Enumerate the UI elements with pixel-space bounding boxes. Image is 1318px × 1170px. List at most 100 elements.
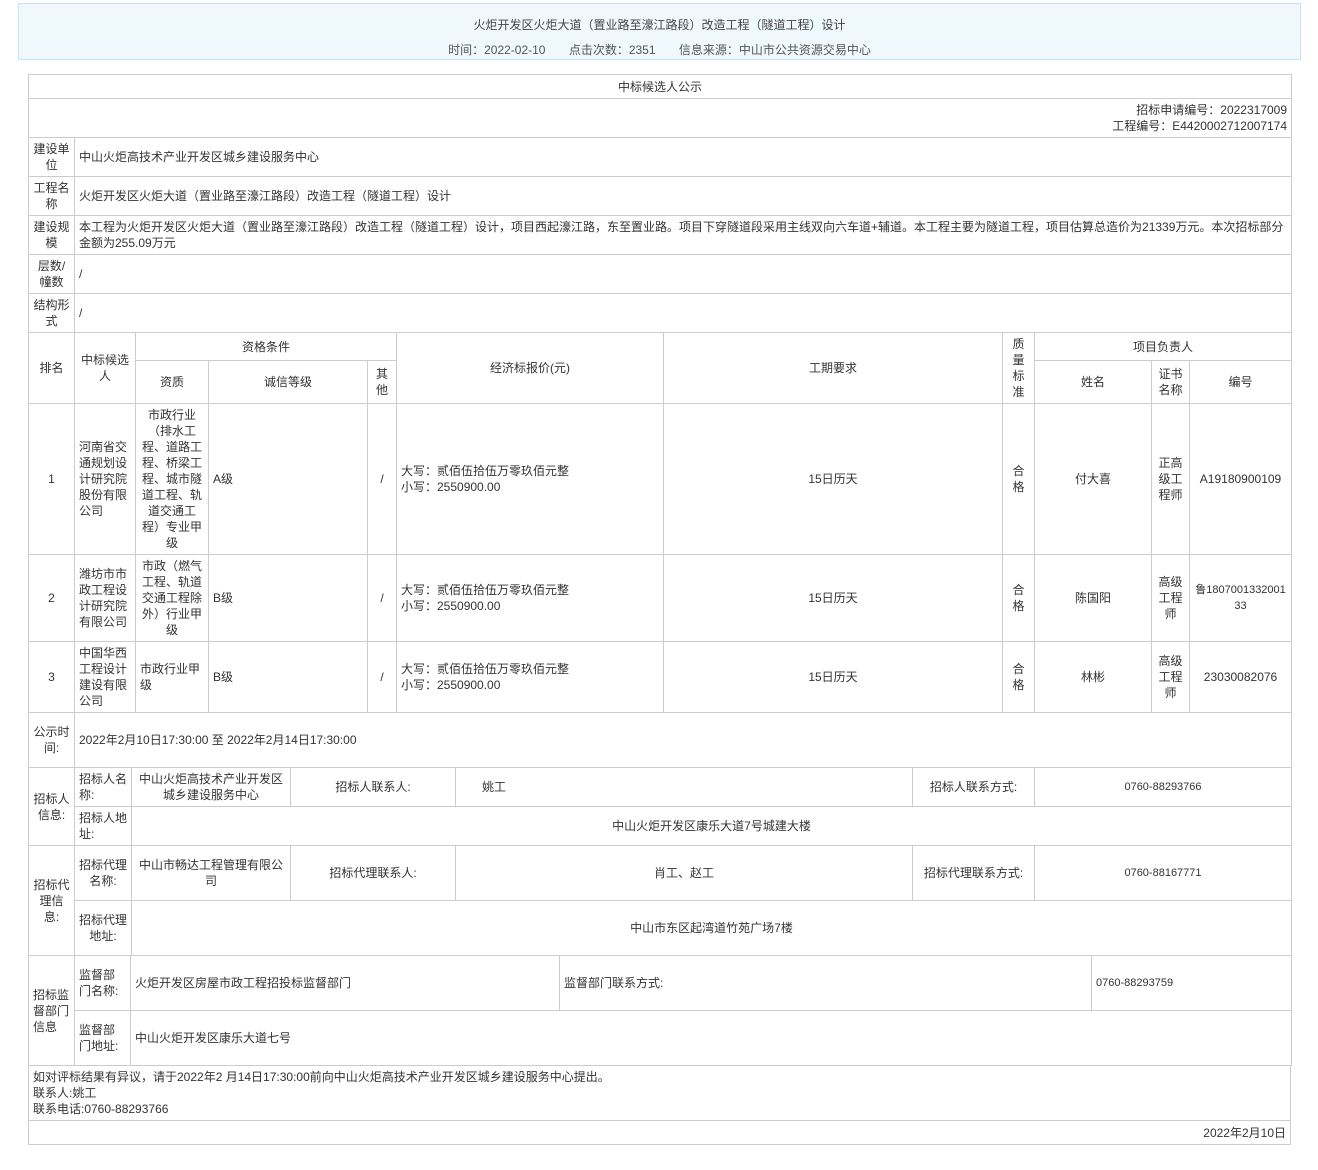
qualification: 市政（燃气工程、轨道交通工程除外）行业甲级 (135, 554, 209, 642)
tenderer-name-label: 招标人名称: (74, 767, 132, 807)
manager-name: 林彬 (1034, 641, 1152, 713)
info-label: 建设单位 (28, 137, 75, 177)
header-name: 姓名 (1034, 360, 1152, 404)
info-label: 结构形式 (28, 293, 75, 333)
agent-phone-label: 招标代理联系方式: (912, 845, 1035, 901)
header-cert-no: 编号 (1188, 360, 1293, 404)
objection-contact: 联系人:姚工 (33, 1086, 97, 1100)
rank: 2 (28, 554, 75, 642)
header-credit: 诚信等级 (208, 360, 368, 404)
other: / (367, 554, 397, 642)
tenderer-address: 中山火炬开发区康乐大道7号城建大楼 (131, 806, 1292, 846)
quality: 合格 (1002, 554, 1035, 642)
info-value: 本工程为火炬开发区火炬大道（置业路至濠江路段）改造工程（隧道工程）设计，项目西起… (73, 215, 1293, 255)
period: 15日历天 (663, 403, 1003, 555)
price-big: 大写：贰佰伍拾伍万零玖佰元整 (401, 464, 570, 478)
header-candidate: 中标候选人 (74, 332, 136, 404)
agent-contact: 肖工、赵工 (455, 845, 913, 901)
header-price: 经济标报价(元) (396, 332, 664, 404)
info-label: 层数/幢数 (28, 254, 75, 294)
table-row: 1 河南省交通规划设计研究院股份有限公司 市政行业（排水工程、道路工程、桥梁工程… (28, 403, 1293, 555)
supervisor-name-label: 监督部门名称: (74, 955, 131, 1011)
article-meta: 时间：2022-02-10 点击次数：2351 信息来源：中山市公共资源交易中心 (19, 41, 1300, 58)
price-small: 小写：2550900.00 (401, 678, 501, 692)
cert-number: 鲁180700133200133 (1188, 554, 1293, 642)
price: 大写：贰佰伍拾伍万零玖佰元整 小写：2550900.00 (396, 403, 664, 555)
period: 15日历天 (663, 641, 1003, 713)
tenderer-label: 招标人信息: (28, 767, 75, 846)
objection-text: 如对评标结果有异议，请于2022年2 月14日17:30:00前向中山火炬高技术… (33, 1070, 610, 1084)
tenderer-phone: 0760-88293766 (1034, 767, 1292, 807)
agent-name-label: 招标代理名称: (74, 845, 132, 901)
qualification: 市政行业甲级 (135, 641, 209, 713)
price: 大写：贰佰伍拾伍万零玖佰元整 小写：2550900.00 (396, 641, 664, 713)
cert-name: 高级工程师 (1151, 641, 1190, 713)
table-row: 3 中国华西工程设计建设有限公司 市政行业甲级 B级 / 大写：贰佰伍拾伍万零玖… (28, 641, 1293, 713)
cert-name: 正高级工程师 (1151, 403, 1190, 555)
credit-level: B级 (208, 554, 368, 642)
header-rank: 排名 (28, 332, 75, 404)
cert-number: A19180900109 (1188, 403, 1293, 555)
apply-number: 招标申请编号：2022317009 (1136, 103, 1288, 117)
candidate: 河南省交通规划设计研究院股份有限公司 (74, 403, 136, 555)
other: / (367, 641, 397, 713)
notice-heading: 中标候选人公示 (27, 74, 1293, 99)
price-small: 小写：2550900.00 (401, 599, 501, 613)
cert-name: 高级工程师 (1151, 554, 1190, 642)
supervisor-name: 火炬开发区房屋市政工程招投标监督部门 (130, 955, 560, 1011)
info-value: / (73, 293, 1293, 333)
credit-level: B级 (208, 641, 368, 713)
agent-address: 中山市东区起湾道竹苑广场7楼 (131, 900, 1292, 956)
tenderer-contact-label: 招标人联系人: (290, 767, 456, 807)
price-big: 大写：贰佰伍拾伍万零玖佰元整 (401, 662, 570, 676)
article-header: 火炬开发区火炬大道（置业路至濠江路段）改造工程（隧道工程）设计 时间：2022-… (18, 3, 1301, 60)
manager-name: 陈国阳 (1034, 554, 1152, 642)
project-number: 工程编号：E4420002712007174 (1112, 119, 1288, 133)
notice-date: 2022年2月10日 (28, 1120, 1291, 1145)
rank: 3 (28, 641, 75, 713)
header-other: 其他 (367, 360, 397, 404)
notice-table: 中标候选人公示 招标申请编号：2022317009 工程编号：E442000271… (0, 74, 1293, 1145)
supervisor-phone-label: 监督部门联系方式: (559, 955, 1092, 1011)
agent-name: 中山市畅达工程管理有限公司 (131, 845, 291, 901)
supervisor-phone: 0760-88293759 (1091, 955, 1292, 1011)
publish-time: 时间：2022-02-10 (448, 43, 546, 57)
manager-name: 付大喜 (1034, 403, 1152, 555)
publicity-value: 2022年2月10日17:30:00 至 2022年2月14日17:30:00 (73, 712, 1293, 768)
quality: 合格 (1002, 403, 1035, 555)
period: 15日历天 (663, 554, 1003, 642)
candidate: 中国华西工程设计建设有限公司 (74, 641, 136, 713)
info-value: / (73, 254, 1293, 294)
header-quality: 质量标准 (1002, 332, 1035, 404)
notice-numbers: 招标申请编号：2022317009 工程编号：E4420002712007174 (27, 98, 1293, 138)
rank: 1 (28, 403, 75, 555)
supervisor-address-label: 监督部门地址: (74, 1010, 131, 1066)
header-cert: 证书名称 (1151, 360, 1190, 404)
info-value: 中山火炬高技术产业开发区城乡建设服务中心 (73, 137, 1293, 177)
agent-phone: 0760-88167771 (1034, 845, 1292, 901)
tenderer-phone-label: 招标人联系方式: (912, 767, 1035, 807)
info-label: 工程名称 (28, 176, 75, 216)
objection-phone: 联系电话:0760-88293766 (33, 1102, 169, 1116)
objection-note: 如对评标结果有异议，请于2022年2 月14日17:30:00前向中山火炬高技术… (28, 1065, 1291, 1121)
header-qualification: 资格条件 (135, 332, 397, 361)
agent-contact-label: 招标代理联系人: (290, 845, 456, 901)
cert-number: 23030082076 (1188, 641, 1293, 713)
agent-address-label: 招标代理地址: (74, 900, 132, 956)
info-label: 建设规模 (28, 215, 75, 255)
article-title: 火炬开发区火炬大道（置业路至濠江路段）改造工程（隧道工程）设计 (473, 18, 846, 32)
click-count: 点击次数：2351 (568, 43, 656, 57)
agent-label: 招标代理信息: (28, 845, 75, 956)
info-value: 火炬开发区火炬大道（置业路至濠江路段）改造工程（隧道工程）设计 (73, 176, 1293, 216)
price-big: 大写：贰佰伍拾伍万零玖佰元整 (401, 583, 570, 597)
qualification: 市政行业（排水工程、道路工程、桥梁工程、城市隧道工程、轨道交通工程）专业甲级 (135, 403, 209, 555)
supervisor-label: 招标监督部门信息 (28, 955, 75, 1066)
candidate: 潍坊市市政工程设计研究院有限公司 (74, 554, 136, 642)
credit-level: A级 (208, 403, 368, 555)
header-qual-level: 资质 (135, 360, 209, 404)
header-manager: 项目负责人 (1033, 332, 1293, 361)
quality: 合格 (1002, 641, 1035, 713)
other: / (367, 403, 397, 555)
header-period: 工期要求 (663, 332, 1003, 404)
info-source: 信息来源：中山市公共资源交易中心 (678, 43, 871, 57)
